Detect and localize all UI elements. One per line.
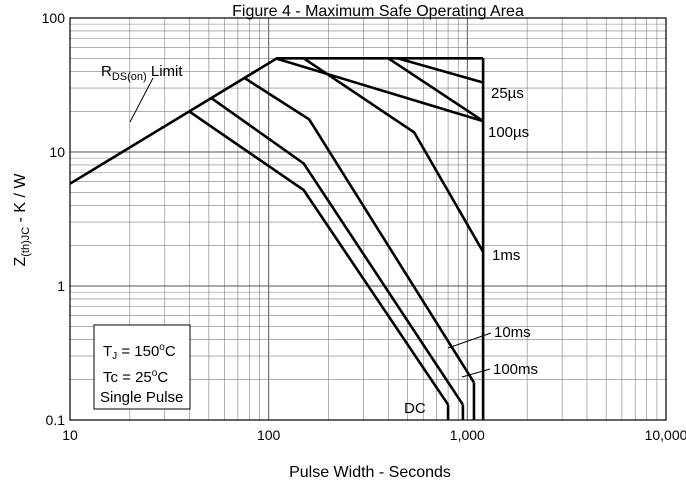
conditions-box: TJ = 150oC Tc = 25oC Single Pulse (93, 324, 191, 410)
y-axis-title: Z(th)JC - K / W (12, 173, 32, 267)
label-pointer-100ms (461, 368, 491, 378)
series-lines (188, 57, 485, 406)
y-tick-label: 1 (57, 278, 65, 294)
y-tick-label: 0.1 (46, 412, 66, 428)
series-label-100us: 100µs (488, 124, 529, 141)
series-label-25us: 25µs (491, 85, 524, 102)
y-tick-label: 10 (49, 144, 65, 160)
series-line-1ms (302, 57, 485, 253)
chart-title: Figure 4 - Maximum Safe Operating Area (232, 3, 524, 20)
series-line-10ms (243, 76, 476, 384)
x-tick-label: 100 (257, 427, 281, 443)
tick-labels: 10 100 1,000 10,000 0.1 1 10 100 (42, 10, 686, 443)
boundary-lines (69, 56, 485, 420)
svg-text:RDS(on) Limit: RDS(on) Limit (101, 63, 183, 83)
series-label-10ms: 10ms (494, 324, 531, 341)
plot-frame (69, 17, 667, 421)
rds-limit-annotation: RDS(on) Limit (101, 63, 183, 123)
rds-limit-line (69, 57, 278, 185)
x-axis-title: Pulse Width - Seconds (289, 464, 451, 481)
rds-limit-pointer (129, 77, 154, 123)
drop-lines (446, 382, 476, 420)
series-label-dc: DC (404, 400, 426, 417)
single-pulse-label: Single Pulse (100, 389, 183, 406)
series-line-100us (274, 57, 484, 123)
x-tick-label: 1,000 (450, 427, 485, 443)
series-line-25us (397, 57, 484, 84)
series-label-1ms: 1ms (492, 247, 520, 264)
label-pointer-10ms (447, 332, 492, 349)
series-line-100ms (211, 97, 464, 406)
series-line-dc (188, 110, 450, 406)
series-labels: 25µs 100µs 1ms 10ms 100ms DC (404, 85, 538, 417)
y-tick-label: 100 (42, 10, 66, 26)
x-tick-label: 10 (62, 427, 78, 443)
tj-label: TJ = 150oC (103, 342, 176, 362)
tc-label: Tc = 25oC (103, 368, 168, 386)
x-tick-label: 10,000 (645, 427, 686, 443)
boundary-line (387, 57, 484, 123)
series-label-100ms: 100ms (493, 361, 538, 378)
